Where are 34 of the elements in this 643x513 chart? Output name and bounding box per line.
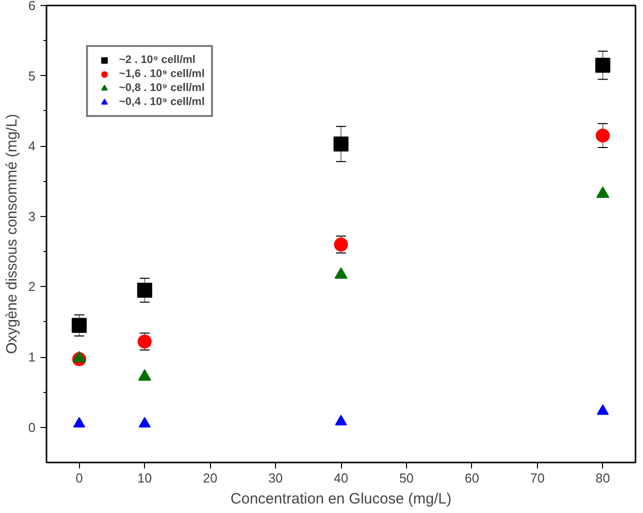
x-tick-label: 80 [596, 470, 610, 486]
x-axis-title: Concentration en Glucose (mg/L) [230, 490, 452, 508]
legend-label: ~0,8 . 10⁹ cell/ml [119, 82, 205, 94]
x-tick-label: 70 [530, 470, 545, 486]
point [595, 58, 610, 73]
point [73, 416, 86, 428]
y-tick-label: 5 [28, 68, 36, 84]
x-tick-label: 10 [137, 470, 152, 486]
y-tick-label: 4 [28, 138, 36, 154]
point [334, 267, 348, 279]
point [72, 318, 87, 333]
point [137, 282, 152, 298]
legend-label: ~1,6 . 10⁹ cell/ml [119, 68, 205, 80]
point [596, 128, 610, 143]
y-tick-label: 2 [28, 279, 36, 294]
point [596, 404, 609, 415]
y-tick-label: 6 [28, 0, 36, 13]
point [335, 414, 347, 426]
point [334, 136, 348, 152]
legend-label: ~2 . 10⁹ cell/ml [119, 54, 196, 66]
point [72, 351, 86, 362]
y-tick-label: 1 [28, 350, 36, 365]
x-tick-label: 30 [268, 470, 283, 486]
x-tick-label: 20 [202, 470, 218, 486]
x-tick-label: 0 [76, 470, 83, 486]
legend-label: ~0,4 . 10⁹ cell/ml [119, 96, 205, 108]
x-tick-label: 50 [399, 470, 414, 486]
y-axis-title: Oxygène dissous consommé (mg/L) [3, 114, 20, 354]
y-tick-label: 3 [28, 208, 36, 224]
y-tick-label: 0 [28, 420, 36, 435]
point [138, 416, 151, 428]
x-tick-label: 60 [464, 470, 480, 486]
point [138, 369, 152, 381]
x-tick-label: 40 [334, 470, 348, 486]
